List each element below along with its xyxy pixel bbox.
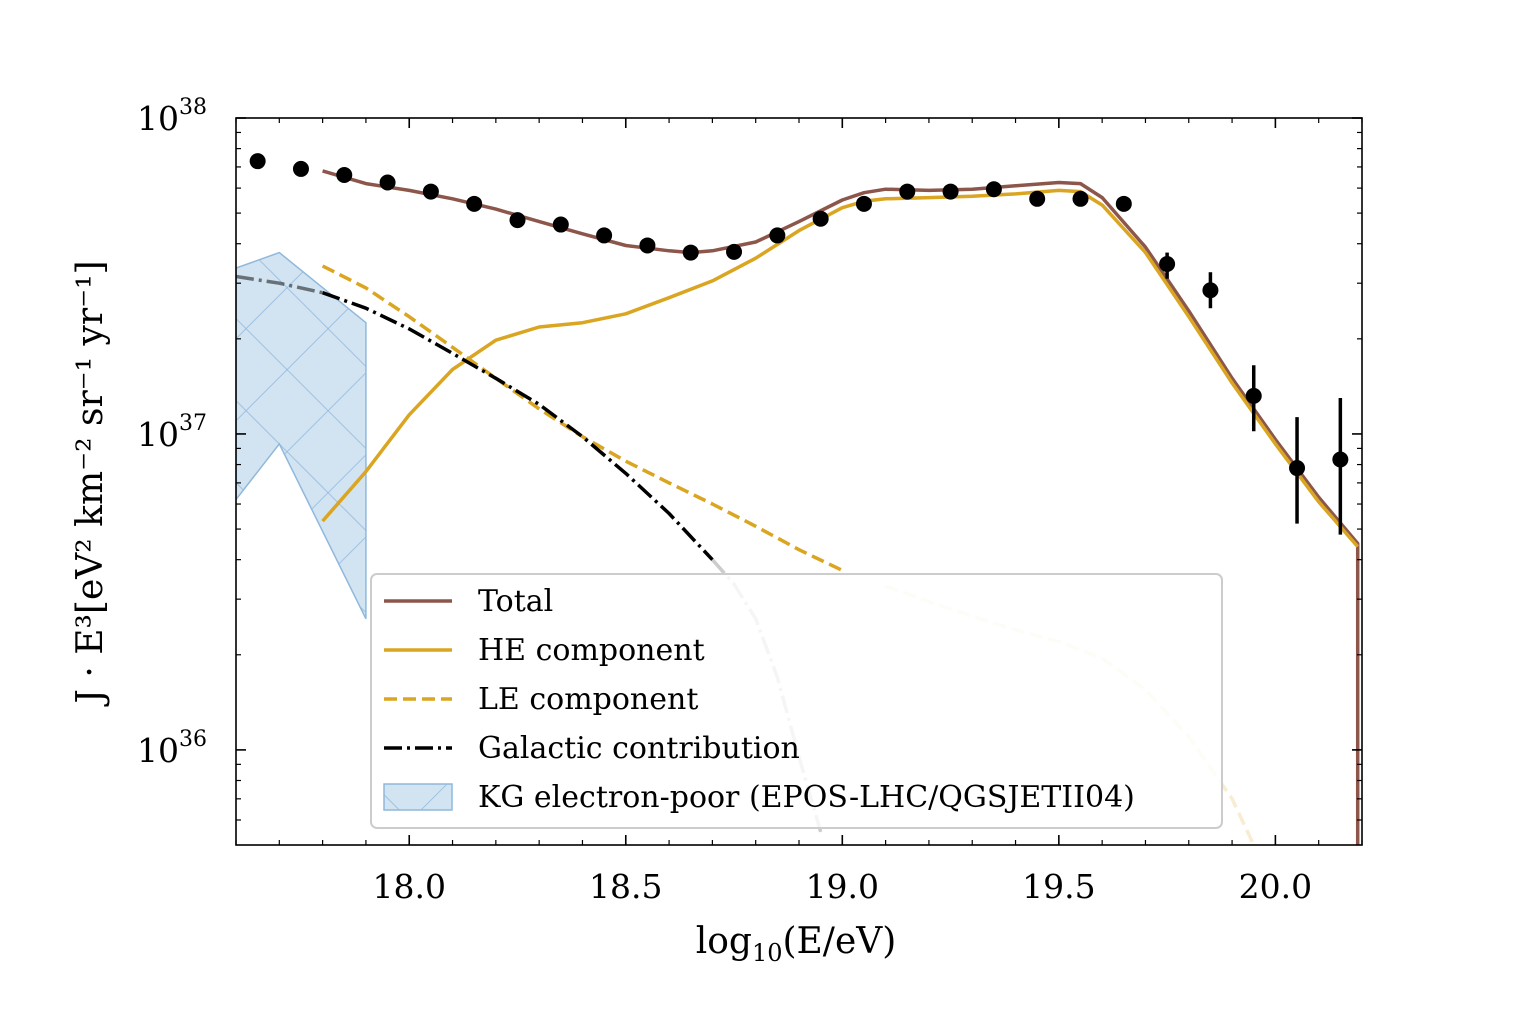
- legend-label-he: HE component: [478, 633, 705, 668]
- x-tick-label: 18.0: [372, 867, 445, 906]
- data-point: [985, 181, 1002, 198]
- legend-handle-band-hatch: [384, 784, 452, 810]
- data-point: [726, 243, 743, 260]
- tick-labels: 18.0 18.5 19.0 19.5 20.0 1036 1037 1038: [137, 95, 1312, 906]
- data-point: [249, 153, 266, 170]
- plot-area: [236, 153, 1360, 845]
- kg-band-hatch: [236, 252, 366, 619]
- y-axis-title: J · E³[eV² km⁻² sr⁻¹ yr⁻¹]: [70, 260, 111, 707]
- data-point: [942, 183, 959, 200]
- legend-label-total: Total: [478, 584, 553, 619]
- series-galactic-contribution-faded-start: [236, 274, 323, 295]
- data-point: [1029, 190, 1046, 207]
- data-point: [769, 227, 786, 244]
- data-point: [466, 195, 483, 212]
- x-axis-title: log10(E/eV): [696, 921, 897, 967]
- legend-label-le: LE component: [478, 682, 698, 717]
- data-point: [899, 183, 916, 200]
- data-point: [379, 174, 396, 191]
- data-point: [1245, 387, 1262, 404]
- data-point: [639, 237, 656, 254]
- data-point: [1072, 190, 1089, 207]
- legend-box: [370, 573, 1223, 829]
- data-point: [1115, 195, 1132, 212]
- data-point: [292, 160, 309, 177]
- data-point: [596, 227, 613, 244]
- y-tick-label: 1037: [137, 411, 207, 454]
- data-point: [682, 244, 699, 261]
- x-tick-label: 19.0: [806, 867, 879, 906]
- data-point: [1289, 460, 1306, 477]
- data-point: [855, 195, 872, 212]
- data-point: [1159, 256, 1176, 273]
- x-tick-label: 20.0: [1239, 867, 1312, 906]
- data-point: [812, 210, 829, 227]
- y-tick-label: 1038: [137, 95, 207, 138]
- x-tick-label: 19.5: [1022, 867, 1095, 906]
- x-tick-label: 18.5: [589, 867, 662, 906]
- data-point: [1332, 451, 1349, 468]
- series-he-component-line: [321, 188, 1360, 548]
- series-galactic-contribution-line: [322, 291, 714, 561]
- axis-ticks: [235, 117, 1363, 845]
- data-point: [1202, 282, 1219, 299]
- legend-label-band: KG electron-poor (EPOS-LHC/QGSJETII04): [478, 780, 1135, 815]
- data-point: [552, 216, 569, 233]
- legend-label-galactic: Galactic contribution: [478, 731, 800, 766]
- data-point: [336, 167, 353, 184]
- data-point: [422, 183, 439, 200]
- y-tick-label: 1036: [137, 727, 207, 770]
- series-le-component-line: [321, 264, 844, 572]
- data-point: [509, 212, 526, 229]
- legend: Total HE component LE component Galactic…: [370, 573, 1223, 829]
